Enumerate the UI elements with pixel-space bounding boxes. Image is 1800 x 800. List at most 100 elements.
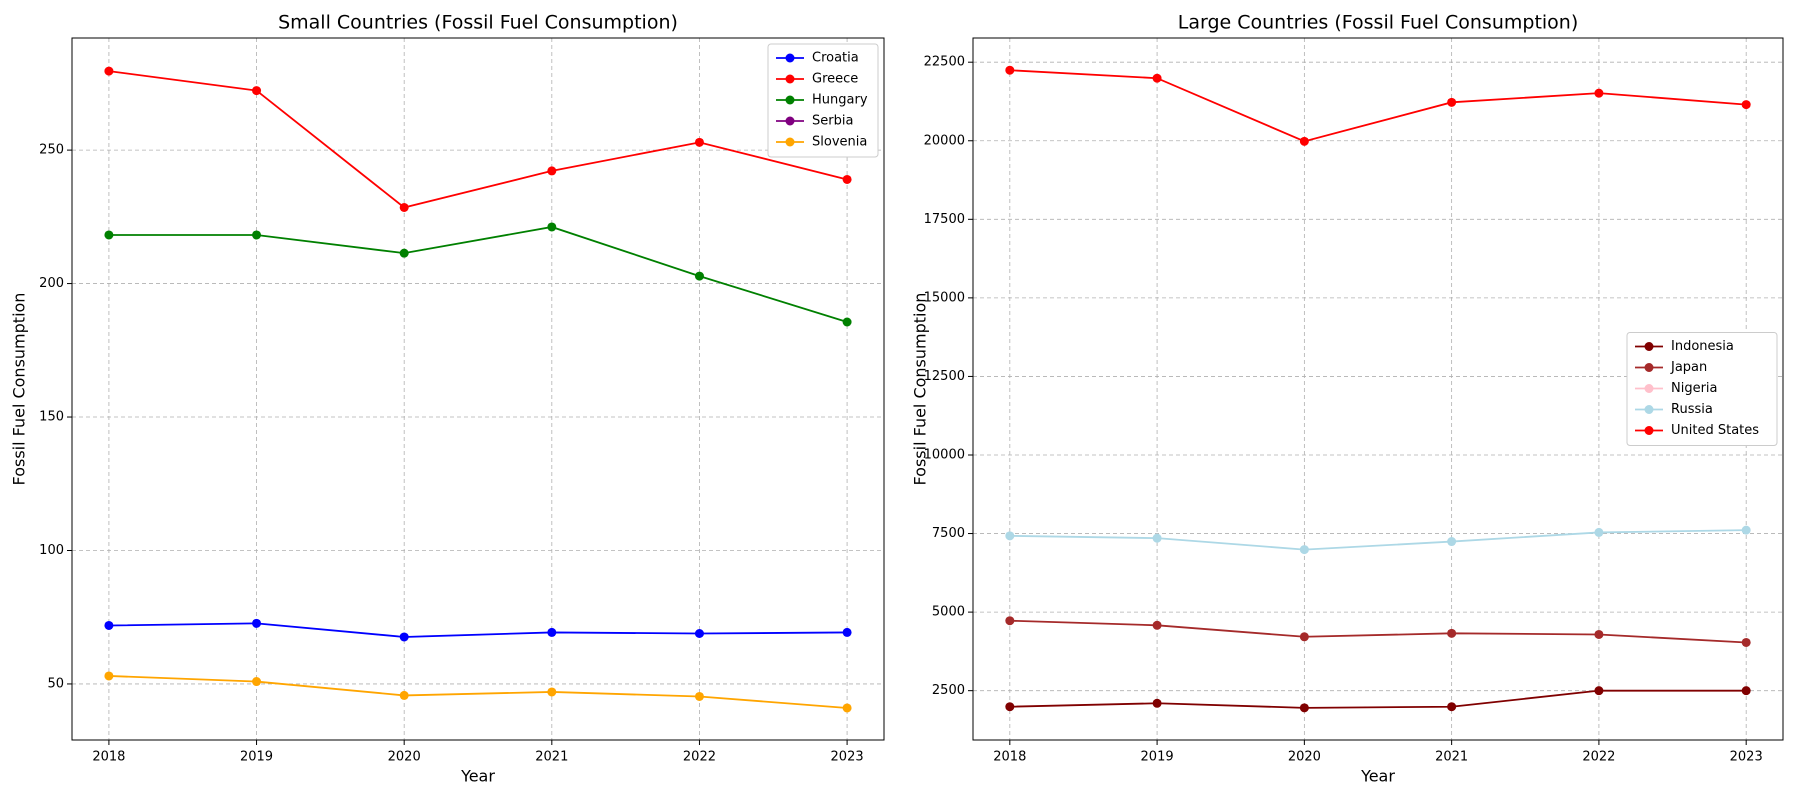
y-tick-label: 7500: [932, 526, 965, 541]
legend-label: Serbia: [812, 114, 853, 129]
series-line: [108, 675, 848, 709]
legend-marker: [1644, 384, 1654, 393]
data-point: [1447, 702, 1457, 712]
x-tick-label: 2021: [1435, 750, 1468, 765]
data-point: [252, 618, 262, 628]
data-point: [842, 174, 852, 184]
y-tick-label: 100: [39, 543, 64, 558]
legend-box: [767, 43, 879, 158]
y-tick-label: 17500: [924, 212, 965, 227]
data-point: [694, 691, 704, 701]
data-point: [1447, 628, 1457, 638]
data-point: [1594, 686, 1604, 696]
data-point: [104, 66, 114, 76]
series-line: [1009, 619, 1747, 644]
legend-box: [1626, 332, 1778, 446]
x-tick-label: 2020: [388, 750, 421, 765]
data-point: [104, 671, 114, 681]
data-point: [1594, 88, 1604, 98]
data-point: [1299, 136, 1309, 146]
legend-label: United States: [1671, 423, 1759, 438]
x-tick-label: 2021: [535, 750, 568, 765]
data-point: [399, 202, 409, 212]
data-point: [399, 248, 409, 258]
data-point: [1594, 527, 1604, 537]
series-line: [1009, 69, 1747, 143]
legend-label: Indonesia: [1671, 339, 1734, 354]
x-axis-label: Year: [460, 767, 495, 786]
legend-marker: [1644, 426, 1654, 435]
data-point: [1005, 65, 1015, 75]
data-point: [104, 230, 114, 240]
data-point: [842, 627, 852, 637]
y-axis-label: Fossil Fuel Consumption: [10, 293, 29, 486]
series-line: [108, 622, 848, 638]
data-point: [1152, 73, 1162, 83]
legend-marker: [785, 53, 795, 63]
data-point: [1152, 533, 1162, 543]
data-point: [1152, 698, 1162, 708]
data-point: [842, 317, 852, 327]
data-point: [1594, 629, 1604, 639]
legend-marker: [785, 137, 795, 147]
data-point: [694, 628, 704, 638]
x-tick-label: 2020: [1288, 750, 1321, 765]
data-point: [252, 86, 262, 96]
data-point: [1152, 620, 1162, 630]
y-tick-label: 200: [39, 276, 64, 291]
x-tick-label: 2018: [993, 750, 1026, 765]
legend-label: Nigeria: [1671, 381, 1718, 396]
x-axis-label: Year: [1360, 767, 1395, 786]
legend-marker: [1644, 405, 1654, 414]
legend-label: Russia: [1671, 402, 1713, 417]
data-point: [547, 627, 557, 637]
series-line: [1009, 529, 1747, 551]
x-tick-label: 2022: [1582, 750, 1615, 765]
legend-label: Japan: [1670, 360, 1707, 375]
data-point: [399, 690, 409, 700]
data-point: [1005, 531, 1015, 541]
data-point: [1299, 632, 1309, 642]
data-point: [547, 222, 557, 232]
data-point: [1741, 637, 1751, 647]
chart-title: Large Countries (Fossil Fuel Consumption…: [1178, 12, 1579, 34]
legend: Indonesia Japan Nigeria Russia United States: [1626, 332, 1778, 446]
x-tick-label: 2019: [240, 750, 273, 765]
x-tick-label: 2023: [831, 750, 864, 765]
y-tick-label: 250: [39, 143, 64, 158]
data-point: [694, 137, 704, 147]
x-tick-label: 2019: [1141, 750, 1174, 765]
legend: Croatia Greece Hungary Serbia Slovenia: [767, 43, 879, 158]
legend-marker: [785, 116, 795, 126]
data-point: [1005, 616, 1015, 626]
data-point: [1299, 703, 1309, 713]
x-tick-label: 2018: [92, 750, 125, 765]
y-tick-label: 2500: [932, 683, 965, 698]
chart-title: Small Countries (Fossil Fuel Consumption…: [278, 12, 678, 34]
data-point: [842, 703, 852, 713]
legend-marker: [785, 74, 795, 84]
y-tick-label: 10000: [924, 447, 965, 462]
y-tick-label: 22500: [924, 55, 965, 70]
legend-label: Slovenia: [812, 135, 867, 150]
data-point: [1741, 100, 1751, 110]
y-tick-label: 50: [47, 676, 64, 691]
data-point: [104, 620, 114, 630]
legend-label: Hungary: [812, 93, 868, 108]
data-point: [399, 632, 409, 642]
axes-frame: [972, 37, 1784, 741]
data-point: [547, 687, 557, 697]
series-line: [108, 226, 848, 323]
data-point: [1741, 525, 1751, 535]
y-tick-label: 15000: [924, 290, 965, 305]
y-tick-label: 12500: [924, 369, 965, 384]
legend-label: Greece: [812, 72, 858, 87]
data-point: [547, 166, 557, 176]
legend-marker: [1644, 363, 1654, 372]
y-tick-label: 5000: [932, 605, 965, 620]
series-line: [108, 70, 848, 209]
data-point: [252, 230, 262, 240]
series-line: [1009, 689, 1747, 709]
data-point: [1005, 702, 1015, 712]
